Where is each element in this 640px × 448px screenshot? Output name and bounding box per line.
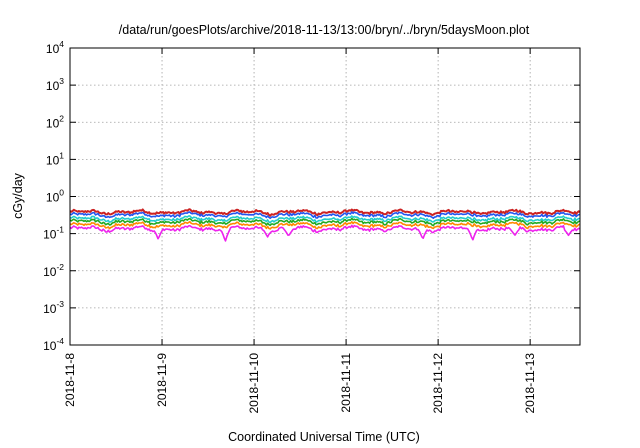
series-group xyxy=(69,208,581,242)
y-tick-label: 102 xyxy=(46,113,64,130)
y-tick-label: 10-4 xyxy=(43,336,64,353)
x-tick-labels: 2018-11-8 2018-11-9 2018-11-10 2018-11-11 20… xyxy=(63,353,537,414)
series-line xyxy=(69,224,581,242)
y-tick-label: 101 xyxy=(46,150,64,167)
y-tick-label: 103 xyxy=(46,76,64,93)
series-line xyxy=(69,217,581,227)
chart-title: /data/run/goesPlots/archive/2018-11-13/1… xyxy=(119,23,530,37)
grid-lines xyxy=(70,48,580,345)
y-tick-label: 10-2 xyxy=(43,262,64,279)
y-tick-label: 10-1 xyxy=(43,225,64,242)
x-tick-label: 2018-11-9 xyxy=(155,353,169,407)
x-tick-label: 2018-11-11 xyxy=(339,353,353,413)
y-axis-label: cGy/day xyxy=(11,172,25,219)
x-tick-label: 2018-11-8 xyxy=(63,353,77,407)
series-line xyxy=(69,208,581,217)
x-tick-label: 2018-11-12 xyxy=(431,353,445,414)
series-line xyxy=(69,220,581,230)
tick-marks xyxy=(69,47,580,346)
x-tick-label: 2018-11-13 xyxy=(523,353,537,414)
series-line xyxy=(69,211,581,220)
y-tick-label: 10-3 xyxy=(43,299,64,316)
x-tick-label: 2018-11-10 xyxy=(247,353,261,414)
series-line xyxy=(69,215,580,224)
y-tick-label: 104 xyxy=(46,39,64,56)
x-axis-label: Coordinated Universal Time (UTC) xyxy=(228,430,420,444)
y-tick-label: 100 xyxy=(46,188,64,205)
y-tick-labels: 10-4 10-3 10-2 10-1 100 101 102 103 104 xyxy=(43,39,64,353)
